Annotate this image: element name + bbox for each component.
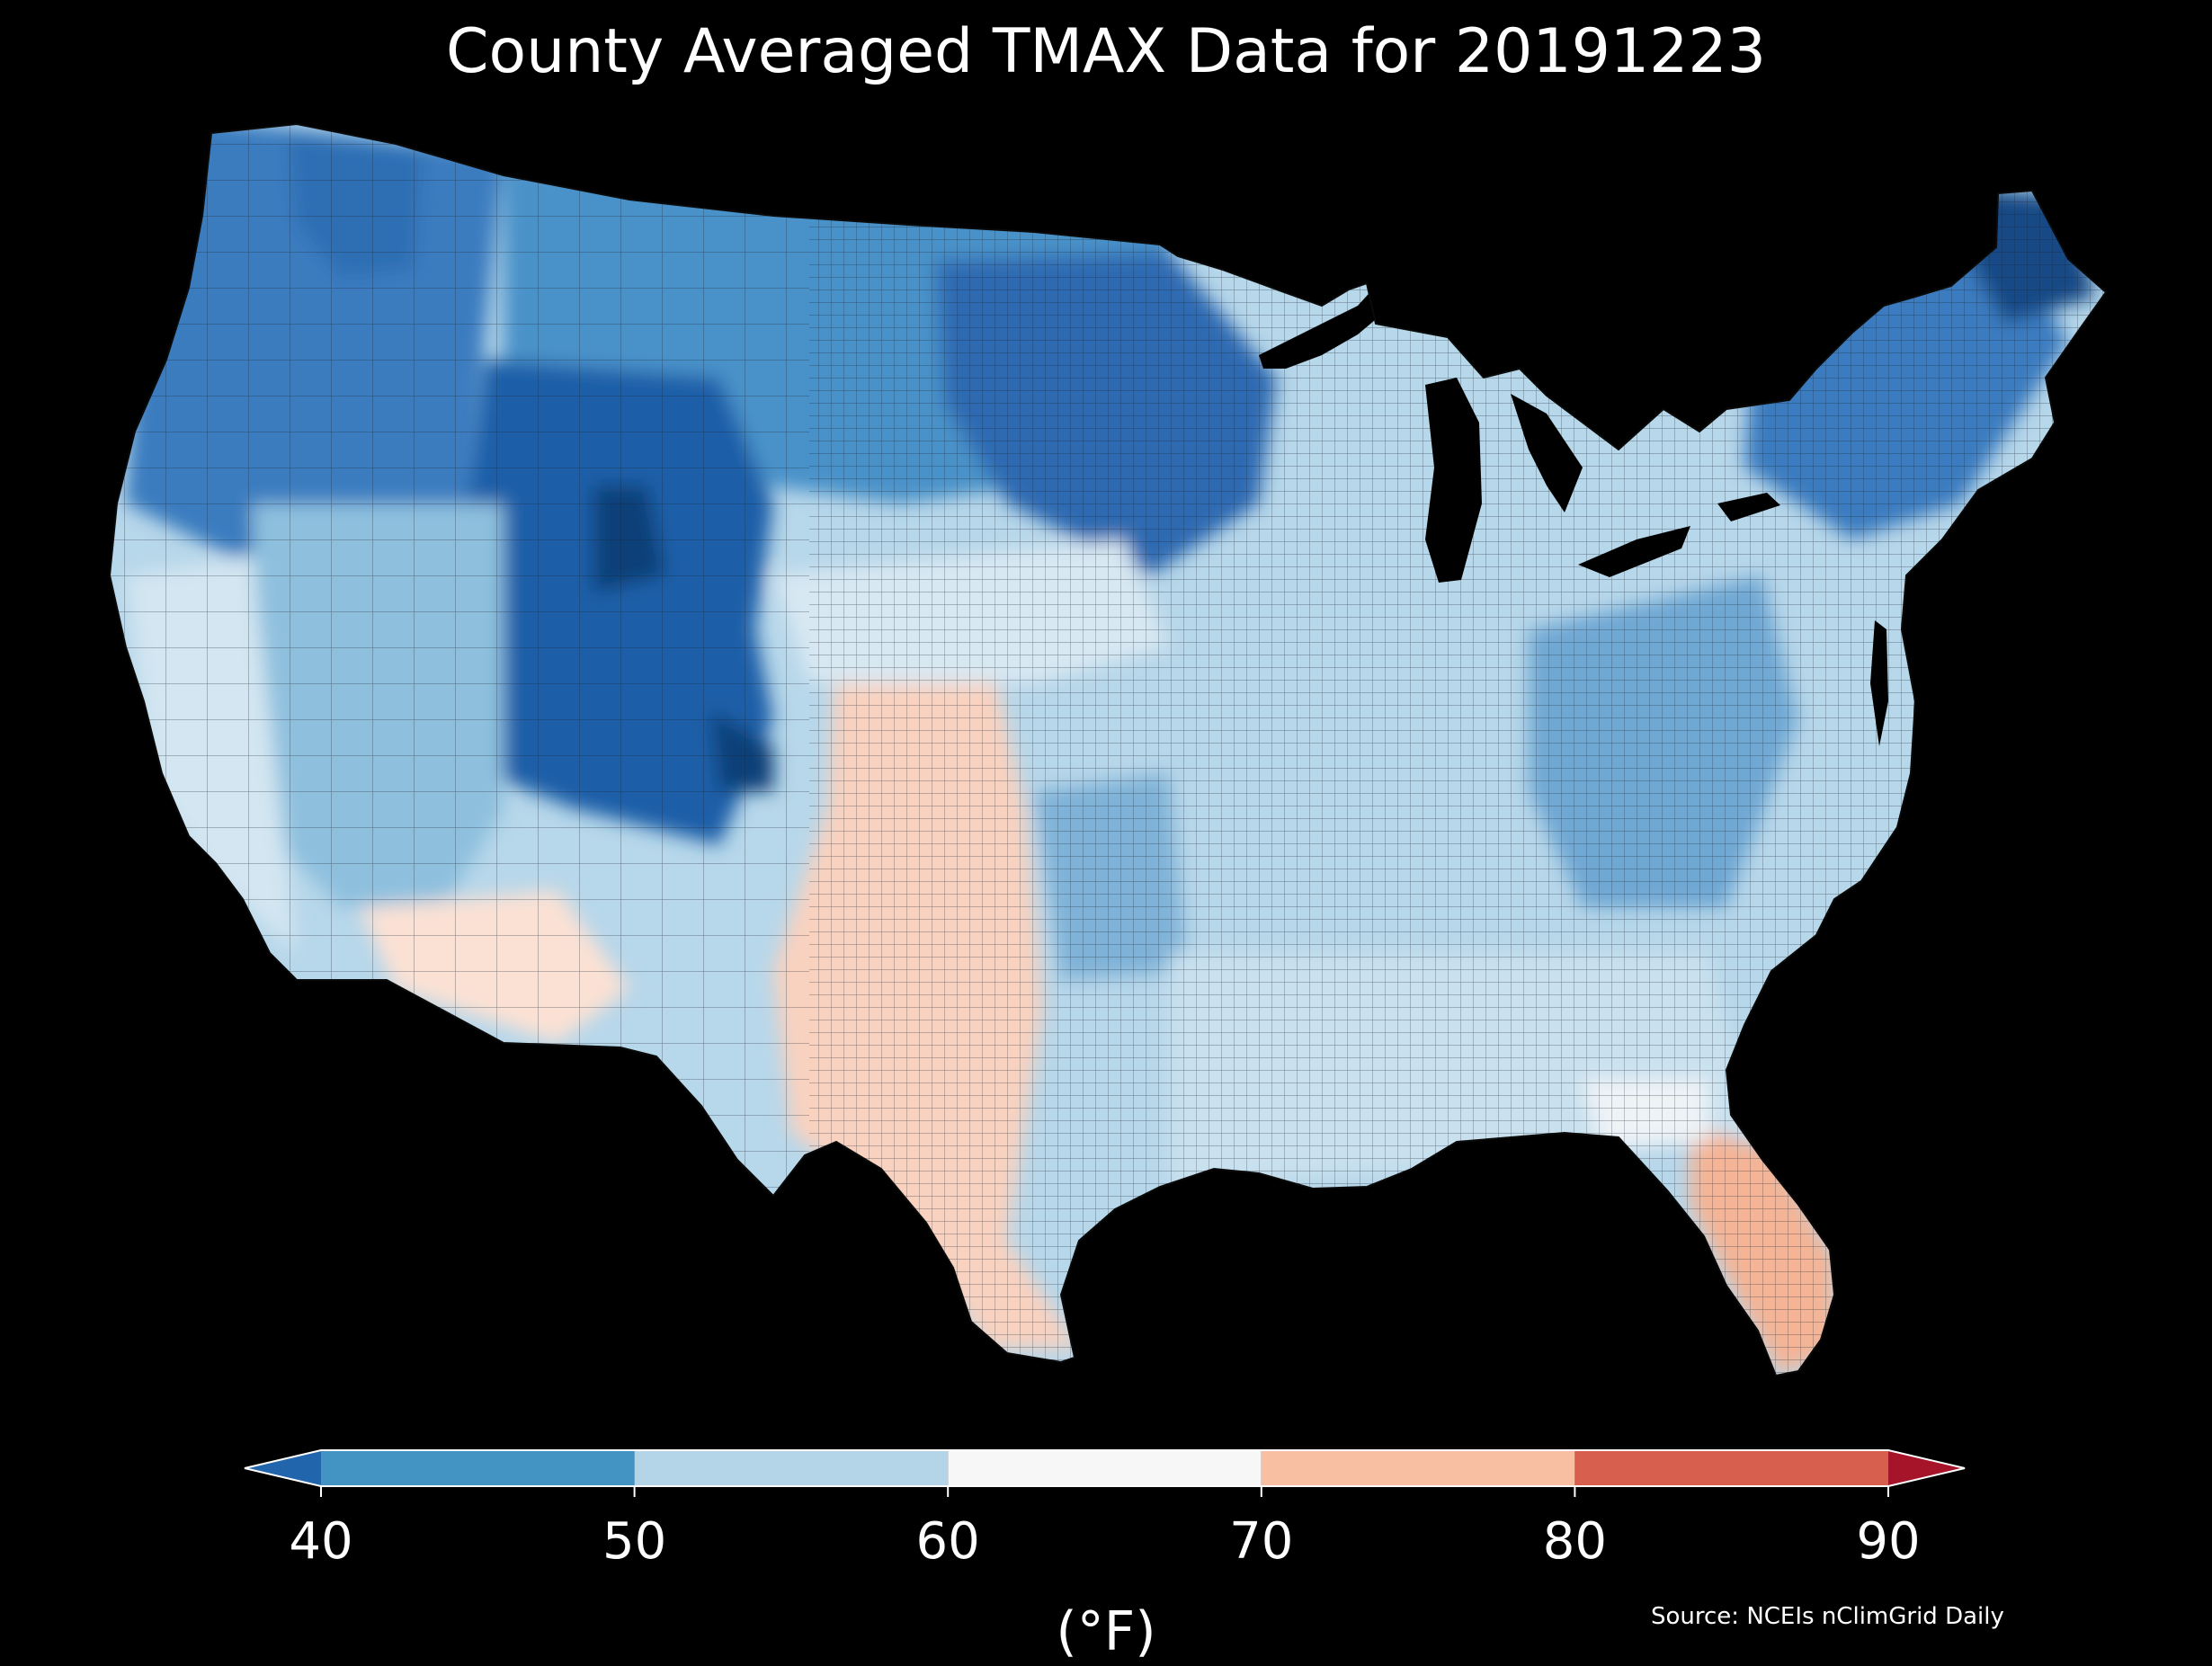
chesapeake-bay bbox=[1870, 620, 1888, 746]
colorbar-tick-label: 70 bbox=[1229, 1512, 1294, 1571]
colorbar-unit-label: (°F) bbox=[1056, 1600, 1156, 1663]
lake-michigan bbox=[1425, 378, 1482, 583]
lake-huron bbox=[1511, 394, 1583, 512]
colorbar-extend-low bbox=[245, 1450, 321, 1486]
colorbar-tick-label: 60 bbox=[915, 1512, 980, 1571]
colorbar-tick-label: 50 bbox=[602, 1512, 667, 1571]
source-note: Source: NCEIs nClimGrid Daily bbox=[1651, 1603, 2004, 1630]
map-title: County Averaged TMAX Data for 20191223 bbox=[446, 16, 1766, 87]
lake-ontario bbox=[1717, 493, 1780, 521]
colorbar-bin bbox=[321, 1450, 635, 1486]
colorbar-tick-label: 40 bbox=[289, 1512, 353, 1571]
colorbar-tick-label: 80 bbox=[1542, 1512, 1608, 1571]
colorbar-bin bbox=[1574, 1450, 1888, 1486]
colorbar-bin bbox=[634, 1450, 949, 1486]
colorbar-extend-high bbox=[1888, 1450, 1965, 1486]
colorbar-bin bbox=[948, 1450, 1262, 1486]
lake-erie bbox=[1578, 526, 1690, 577]
colorbar-tick-label: 90 bbox=[1856, 1512, 1921, 1571]
colorbar-bins bbox=[244, 1449, 1966, 1497]
lake-superior bbox=[1259, 286, 1403, 369]
colorbar-bin bbox=[1261, 1450, 1575, 1486]
